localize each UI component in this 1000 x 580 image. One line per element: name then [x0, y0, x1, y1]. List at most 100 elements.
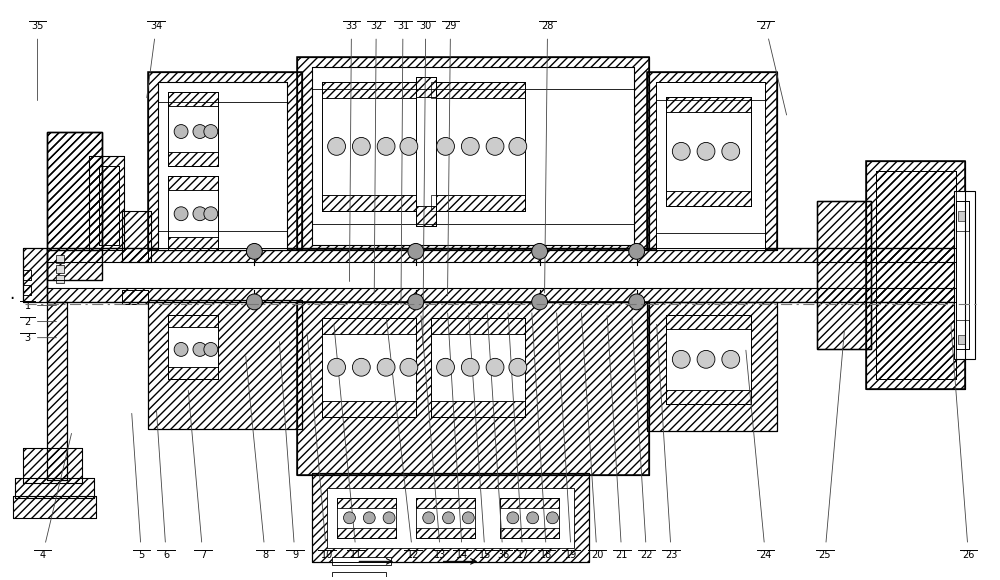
- Text: 9: 9: [279, 342, 298, 560]
- Circle shape: [532, 244, 548, 259]
- Bar: [431, 318, 525, 334]
- Text: 32: 32: [370, 21, 382, 293]
- Bar: [89, 156, 124, 251]
- Bar: [15, 478, 94, 498]
- Bar: [168, 315, 218, 327]
- Circle shape: [461, 358, 479, 376]
- Circle shape: [400, 358, 418, 376]
- Circle shape: [697, 350, 715, 368]
- Circle shape: [246, 244, 262, 259]
- Text: 33: 33: [345, 21, 358, 281]
- Bar: [656, 233, 765, 251]
- Bar: [327, 488, 574, 548]
- Bar: [13, 496, 96, 518]
- Bar: [647, 72, 777, 251]
- Circle shape: [547, 512, 558, 524]
- Bar: [122, 248, 148, 262]
- Bar: [666, 390, 751, 404]
- Bar: [322, 82, 416, 98]
- Bar: [158, 231, 287, 251]
- Bar: [56, 275, 64, 283]
- Bar: [99, 166, 119, 245]
- Bar: [23, 448, 82, 483]
- Bar: [47, 132, 102, 280]
- Bar: [122, 211, 151, 262]
- Bar: [322, 318, 416, 417]
- Bar: [99, 166, 119, 245]
- Text: 12: 12: [386, 318, 419, 560]
- Bar: [122, 290, 148, 304]
- Circle shape: [486, 137, 504, 155]
- Bar: [956, 320, 969, 349]
- Bar: [23, 448, 82, 483]
- Text: 6: 6: [157, 411, 169, 560]
- Bar: [122, 290, 148, 304]
- Bar: [431, 401, 525, 417]
- Bar: [23, 248, 47, 302]
- Circle shape: [204, 207, 218, 220]
- Bar: [312, 67, 634, 245]
- Bar: [168, 153, 218, 166]
- Text: 18: 18: [532, 313, 553, 560]
- Circle shape: [509, 137, 527, 155]
- Bar: [416, 77, 436, 97]
- Bar: [297, 57, 649, 251]
- Text: 13: 13: [421, 316, 447, 560]
- Bar: [168, 92, 218, 106]
- Bar: [23, 448, 82, 483]
- Bar: [337, 528, 396, 538]
- Bar: [666, 191, 751, 206]
- Circle shape: [377, 137, 395, 155]
- Text: 29: 29: [444, 21, 457, 296]
- Text: 7: 7: [188, 390, 206, 560]
- Bar: [431, 318, 525, 417]
- Circle shape: [629, 294, 645, 310]
- Bar: [956, 201, 969, 231]
- Bar: [500, 498, 559, 508]
- Bar: [56, 255, 64, 263]
- Bar: [416, 528, 475, 538]
- Bar: [158, 231, 287, 251]
- Text: 19: 19: [557, 313, 577, 560]
- Bar: [958, 211, 965, 220]
- Circle shape: [400, 137, 418, 155]
- Bar: [500, 498, 559, 538]
- Bar: [47, 288, 956, 302]
- Bar: [431, 195, 525, 211]
- Bar: [956, 320, 969, 349]
- Text: 36: 36: [487, 313, 509, 560]
- Circle shape: [328, 137, 345, 155]
- Bar: [56, 265, 64, 273]
- Circle shape: [507, 512, 519, 524]
- Bar: [23, 248, 47, 302]
- Bar: [956, 201, 969, 231]
- Bar: [322, 82, 416, 98]
- Text: 8: 8: [246, 356, 268, 560]
- Bar: [656, 82, 765, 100]
- Text: 17: 17: [508, 313, 529, 560]
- Bar: [47, 132, 102, 251]
- Bar: [89, 156, 124, 251]
- Text: 10: 10: [307, 333, 333, 560]
- Bar: [47, 132, 102, 251]
- Bar: [47, 302, 67, 480]
- Bar: [158, 82, 287, 251]
- Bar: [47, 132, 102, 251]
- Circle shape: [408, 294, 424, 310]
- Bar: [954, 191, 975, 360]
- Text: 14: 14: [448, 313, 468, 560]
- Bar: [297, 57, 649, 251]
- Bar: [15, 478, 94, 498]
- Text: 27: 27: [759, 21, 787, 115]
- Bar: [158, 82, 287, 102]
- Bar: [168, 237, 218, 251]
- Bar: [23, 248, 47, 302]
- Bar: [322, 318, 416, 334]
- Bar: [876, 171, 956, 379]
- Bar: [322, 82, 416, 211]
- Bar: [416, 498, 475, 508]
- Circle shape: [722, 350, 740, 368]
- Bar: [431, 401, 525, 417]
- Bar: [322, 401, 416, 417]
- Text: 15: 15: [468, 313, 491, 560]
